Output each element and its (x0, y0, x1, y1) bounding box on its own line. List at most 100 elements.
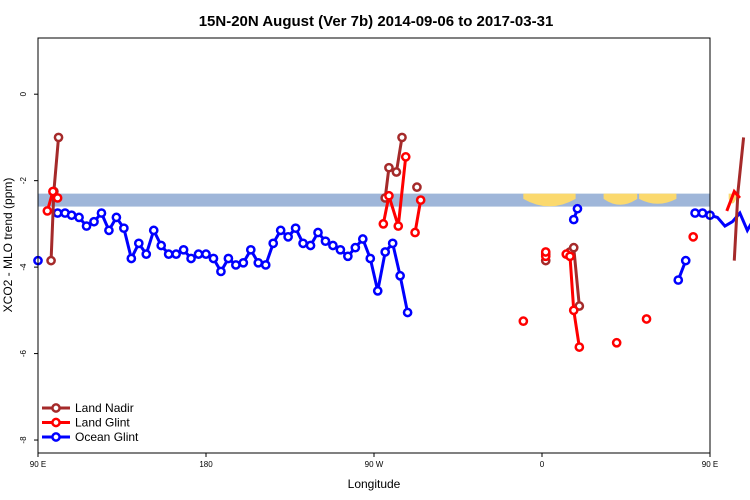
data-point-land-nadir (46, 255, 56, 266)
data-point-land-glint (378, 219, 389, 229)
series-land-glint (42, 152, 742, 352)
series-land-nadir (46, 132, 746, 311)
data-point-land-glint (48, 186, 58, 197)
data-point-ocean-glint (208, 253, 219, 264)
y-tick-label: -6 (19, 349, 28, 357)
data-point-ocean-glint (320, 236, 331, 247)
data-point-ocean-glint (365, 253, 376, 264)
data-point-ocean-glint (335, 244, 346, 255)
data-point-ocean-glint (305, 240, 316, 251)
series-line-land-glint (381, 156, 408, 227)
y-tick-label: -4 (19, 263, 28, 271)
legend-marker (51, 403, 61, 413)
y-axis-label: XCO2 - MLO trend (ppm) (1, 178, 15, 313)
data-point-ocean-glint (193, 249, 204, 259)
data-point-land-nadir (391, 167, 402, 177)
data-point-land-glint (641, 314, 652, 324)
legend-label: Ocean Glint (75, 430, 139, 444)
legend-label: Land Glint (75, 416, 130, 430)
data-point-ocean-glint (156, 240, 167, 251)
data-point-ocean-glint (372, 286, 383, 296)
chart-title: 15N-20N August (Ver 7b) 2014-09-06 to 20… (199, 13, 554, 30)
land-patch (603, 193, 638, 205)
data-point-ocean-glint (133, 238, 144, 249)
data-point-ocean-glint (104, 225, 114, 236)
data-point-land-glint (688, 232, 699, 242)
data-point-ocean-glint (283, 232, 293, 242)
data-point-land-glint (52, 193, 63, 203)
data-point-ocean-glint (357, 234, 368, 244)
data-point-land-glint (611, 337, 622, 348)
y-tick-label: 0 (19, 91, 28, 96)
data-point-ocean-glint (96, 208, 107, 218)
data-point-ocean-glint (253, 257, 264, 268)
data-point-ocean-glint (111, 212, 122, 223)
legend-label: Land Nadir (75, 401, 134, 415)
data-point-ocean-glint (74, 212, 84, 223)
data-point-ocean-glint (343, 251, 353, 262)
data-point-ocean-glint (673, 275, 684, 285)
x-tick-label: 90 E (30, 460, 46, 469)
data-point-ocean-glint (201, 249, 211, 259)
legend-marker (51, 417, 61, 428)
data-point-ocean-glint (313, 227, 323, 238)
data-point-ocean-glint (298, 238, 308, 249)
data-point-land-glint (565, 251, 575, 262)
data-point-ocean-glint (690, 208, 700, 218)
data-point-ocean-glint (245, 244, 256, 255)
data-point-ocean-glint (572, 203, 583, 214)
data-point-land-nadir (384, 162, 394, 173)
x-tick-label: 90 W (365, 460, 384, 469)
x-axis: 90 E 180 90 W 0 90 E (30, 453, 718, 469)
data-point-land-glint (518, 316, 529, 327)
data-point-land-glint (415, 195, 426, 205)
data-point-ocean-glint (66, 210, 77, 221)
legend-marker (51, 432, 61, 442)
y-tick-label: -2 (19, 177, 28, 185)
data-point-land-nadir (568, 242, 579, 253)
data-point-land-nadir (412, 182, 422, 192)
data-point-land-glint (568, 305, 579, 316)
x-tick-label: 0 (540, 460, 545, 469)
series-line-land-nadir (732, 137, 746, 261)
data-point-land-glint (42, 206, 53, 216)
data-point-ocean-glint (119, 223, 129, 234)
x-axis-label: Longitude (348, 477, 401, 491)
series-line-land-glint (725, 188, 742, 212)
data-point-ocean-glint (697, 208, 708, 218)
data-point-ocean-glint (81, 221, 92, 231)
data-point-land-glint (384, 190, 394, 201)
plot-background (38, 193, 737, 207)
data-point-ocean-glint (163, 249, 174, 259)
data-point-ocean-glint (223, 253, 234, 264)
data-point-land-glint (540, 247, 551, 257)
data-point-land-nadir (397, 132, 407, 143)
legend-item-land-nadir: Land Nadir (42, 401, 134, 415)
data-point-ocean-glint (126, 253, 137, 264)
data-point-ocean-glint (402, 307, 413, 318)
data-point-ocean-glint (380, 247, 391, 257)
series-line-ocean-glint (695, 210, 750, 234)
data-point-ocean-glint (216, 266, 226, 277)
data-point-ocean-glint (350, 242, 361, 253)
y-tick-label: -8 (19, 436, 28, 444)
data-point-ocean-glint (89, 216, 99, 227)
data-point-land-glint (393, 221, 404, 231)
data-point-ocean-glint (186, 253, 196, 264)
data-point-ocean-glint (178, 244, 189, 255)
data-point-land-glint (410, 227, 420, 238)
x-tick-label: 180 (199, 460, 213, 469)
data-point-ocean-glint (171, 249, 181, 259)
series-ocean-glint (33, 203, 750, 318)
data-point-ocean-glint (141, 249, 152, 259)
data-point-ocean-glint (680, 255, 691, 266)
data-point-ocean-glint (290, 223, 301, 234)
x-tick-label: 90 E (702, 460, 718, 469)
data-point-ocean-glint (260, 260, 271, 270)
data-point-ocean-glint (268, 238, 279, 249)
data-point-land-glint (400, 152, 411, 162)
data-point-ocean-glint (231, 260, 241, 270)
data-point-land-glint (574, 342, 585, 352)
data-point-ocean-glint (395, 270, 405, 281)
